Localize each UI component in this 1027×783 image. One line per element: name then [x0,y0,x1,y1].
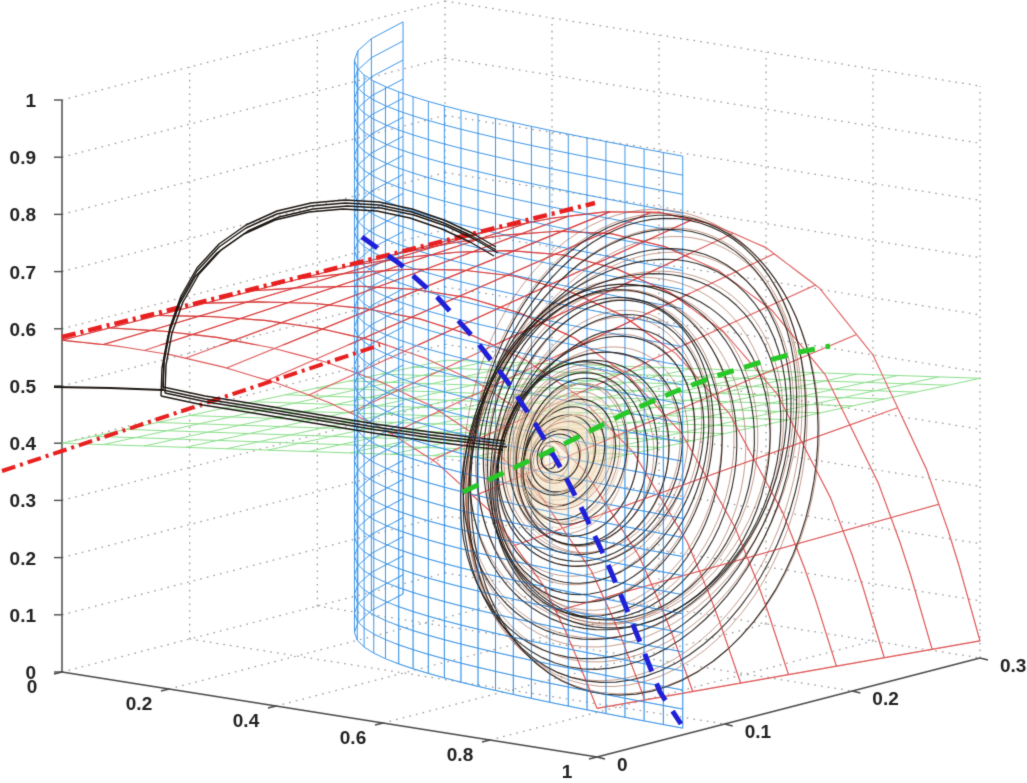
matlab-3d-figure [0,0,1027,783]
plot-canvas-3d-attractor [0,0,1027,783]
